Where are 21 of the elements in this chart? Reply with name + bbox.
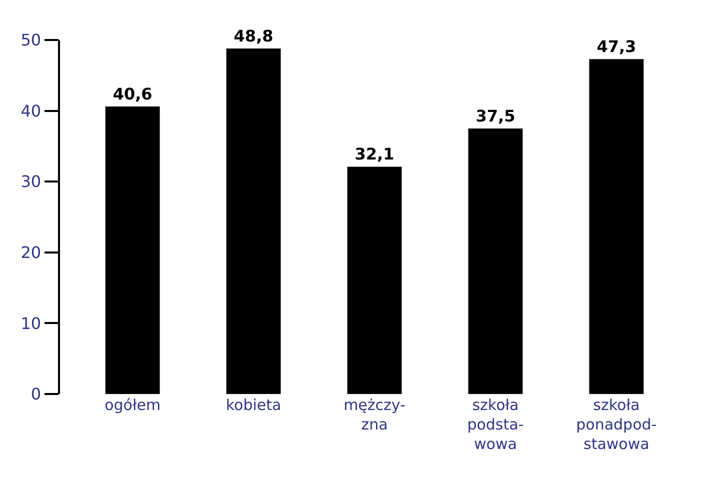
y-tick-label: 40 (20, 101, 42, 120)
x-tick-label: mężczy- zna (344, 396, 406, 434)
data-label: 47,3 (596, 37, 636, 56)
x-tick-label: szkoła podsta- wowa (467, 396, 524, 453)
y-tick-label: 50 (20, 30, 42, 50)
y-tick-label: 30 (20, 172, 42, 192)
data-label: 48,8 (234, 26, 274, 46)
data-label: 32,1 (354, 144, 394, 164)
bar (347, 166, 402, 394)
y-tick-label: 20 (20, 243, 42, 262)
bar (589, 59, 644, 394)
y-tick-label: 0 (30, 384, 42, 404)
bar (468, 128, 523, 394)
bar (226, 48, 281, 394)
x-tick-label: szkoła ponadpod- stawowa (576, 396, 657, 453)
data-label: 40,6 (112, 84, 152, 104)
y-tick-label: 10 (20, 314, 42, 333)
x-tick-label: kobieta (226, 396, 282, 414)
bar (105, 106, 160, 394)
x-tick-label: ogółem (104, 396, 161, 414)
data-label: 37,5 (476, 106, 516, 126)
